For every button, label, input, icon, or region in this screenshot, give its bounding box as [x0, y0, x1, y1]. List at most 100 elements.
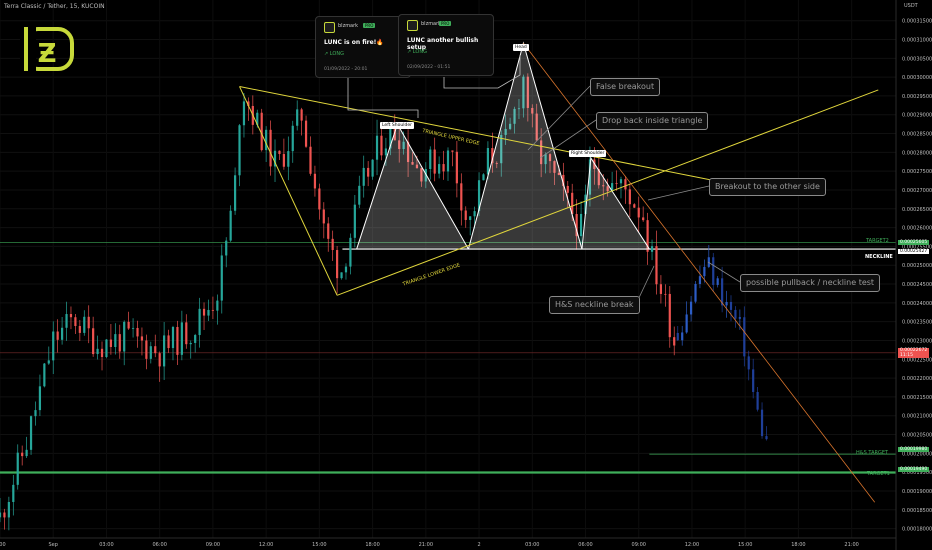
projection-candle	[752, 369, 755, 392]
time-axis[interactable]: 0:00 Sep 03:00 06:00 09:00 12:00 15:00 18:00 21:…	[0, 542, 859, 548]
candle	[127, 321, 130, 329]
callout-pointer	[647, 185, 710, 201]
x-tick-label: 2	[477, 542, 480, 548]
candle	[282, 154, 285, 167]
candle	[3, 512, 6, 518]
trend-up-icon: ↗	[407, 49, 412, 55]
y-tick-label: 0.00031500	[902, 19, 932, 25]
projection-candle	[676, 332, 679, 341]
x-tick-label: 12:00	[685, 542, 699, 548]
candle	[100, 348, 104, 358]
candle	[526, 76, 529, 108]
candle	[136, 327, 139, 337]
candle	[287, 151, 290, 167]
candle	[12, 484, 15, 502]
candle	[185, 322, 188, 345]
candle	[464, 210, 467, 220]
callout-breakout-other-side[interactable]: Breakout to the other side	[709, 178, 826, 196]
y-tick-label: 0.00028500	[902, 132, 932, 138]
projection-candle	[716, 278, 719, 285]
x-tick-label: 15:00	[738, 542, 752, 548]
candle	[327, 223, 330, 239]
candle	[291, 125, 294, 152]
candle	[336, 250, 339, 279]
candle	[402, 141, 405, 150]
candle	[256, 112, 259, 125]
pro-badge: PRO	[439, 21, 452, 26]
candle	[207, 309, 210, 316]
x-tick-label: 03:00	[525, 542, 539, 548]
price-tag-target2: 0.00025605	[898, 240, 930, 245]
candle	[460, 183, 463, 211]
callout-pointer	[527, 85, 591, 151]
candle	[544, 154, 547, 165]
price-axis[interactable]: 0.00031500 0.00031000 0.00030500 0.00030000…	[902, 19, 932, 533]
candle	[194, 335, 197, 343]
candle	[504, 128, 507, 135]
candle	[131, 327, 135, 329]
candle	[358, 185, 361, 205]
candle	[216, 300, 219, 311]
candle	[424, 169, 427, 182]
callout-pullback[interactable]: possible pullback / neckline test	[740, 274, 881, 292]
y-tick-label: 0.00025500	[902, 244, 932, 250]
projection-candle	[721, 278, 724, 306]
candle	[260, 112, 263, 151]
callout-drop-back[interactable]: Drop back inside triangle	[596, 112, 709, 130]
candle	[668, 293, 671, 338]
callout-false-breakout[interactable]: False breakout	[590, 78, 661, 96]
candle	[74, 317, 77, 327]
candle	[83, 316, 86, 333]
pro-badge: PRO	[363, 23, 376, 28]
candle	[517, 108, 521, 110]
candle	[473, 211, 476, 217]
candle	[371, 159, 374, 177]
y-tick-label: 0.00021000	[902, 414, 932, 420]
head-label: Head	[513, 44, 529, 51]
candle	[198, 308, 201, 336]
candle	[384, 148, 388, 156]
candle	[469, 216, 472, 220]
candle	[659, 284, 663, 294]
candle	[171, 326, 175, 349]
candle	[602, 185, 605, 187]
candle	[163, 335, 166, 367]
x-tick-label: 12:00	[259, 542, 273, 548]
candles	[0, 73, 676, 531]
y-tick-label: 0.00020000	[902, 451, 932, 457]
projection-candle	[760, 409, 764, 437]
candle	[349, 237, 352, 267]
candle	[56, 331, 59, 340]
candle	[642, 217, 645, 221]
candle	[202, 308, 206, 316]
candle	[624, 179, 627, 190]
candle	[318, 188, 321, 210]
idea-card-2[interactable]: blzmark PRO LUNC another bullish setup ↗…	[398, 14, 494, 76]
candle	[189, 342, 192, 345]
y-tick-label: 0.00021500	[902, 395, 932, 401]
idea-direction: ↗ LONG	[324, 51, 344, 57]
candle	[633, 204, 636, 208]
idea-card-1[interactable]: blzmark PRO LUNC is on fire!🔥 ↗ LONG 01/…	[315, 16, 411, 78]
candle	[300, 109, 303, 121]
x-tick-label: Sep	[49, 542, 58, 548]
projection-candle	[703, 266, 706, 277]
y-tick-label: 0.00024500	[902, 282, 932, 288]
candle	[508, 123, 512, 129]
candle	[664, 293, 667, 295]
y-tick-label: 0.00029500	[902, 94, 932, 100]
candle	[491, 148, 494, 164]
idea-author: blzmark	[421, 21, 442, 27]
candle	[38, 386, 42, 411]
price-tag-current: 0.00022672 11:15	[898, 348, 930, 358]
candle	[562, 174, 565, 186]
target1-label: TARGET1	[867, 471, 890, 477]
projection-candle	[765, 436, 768, 440]
triangle-upper-edge	[239, 86, 724, 183]
price-tag-hs-target: 0.00019980	[898, 447, 930, 452]
candle	[673, 337, 676, 346]
candle	[540, 140, 543, 165]
candle	[575, 213, 578, 237]
candle	[322, 209, 325, 224]
callout-neckline-break[interactable]: H&S neckline break	[549, 296, 640, 314]
